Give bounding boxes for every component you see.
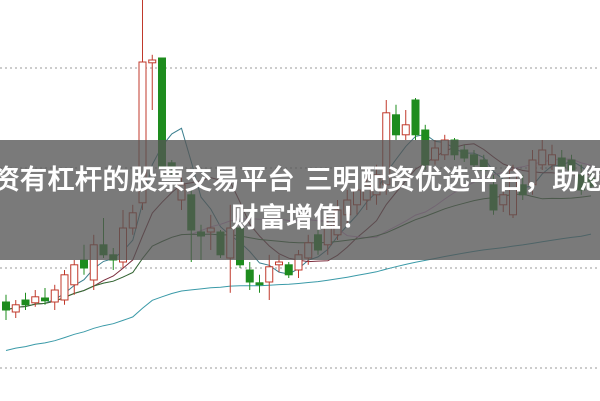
candle-down (41, 297, 49, 302)
headline-line-1: 资有杠杆的股票交易平台 三明配资优选平台，助您 (0, 165, 600, 196)
candle-up (50, 289, 59, 303)
candle-up (265, 266, 274, 283)
candle-up (31, 296, 40, 304)
candle-down (284, 264, 293, 276)
candle-up (70, 264, 79, 286)
candle-down (2, 301, 10, 311)
candle-down (80, 259, 88, 269)
headline-line-2: 财富增值！ (231, 203, 369, 234)
headline-banner: 资有杠杆的股票交易平台 三明配资优选平台，助您 财富增值！ (0, 140, 600, 260)
candle-down (411, 99, 420, 136)
candle-down (392, 114, 400, 136)
candle-up (148, 59, 157, 64)
candle-up (401, 124, 410, 136)
candle-up (11, 304, 20, 313)
candle-down (245, 269, 254, 283)
candle-down (255, 282, 264, 286)
candle-up (275, 261, 283, 266)
candle-down (21, 299, 30, 306)
candle-up (60, 274, 69, 301)
